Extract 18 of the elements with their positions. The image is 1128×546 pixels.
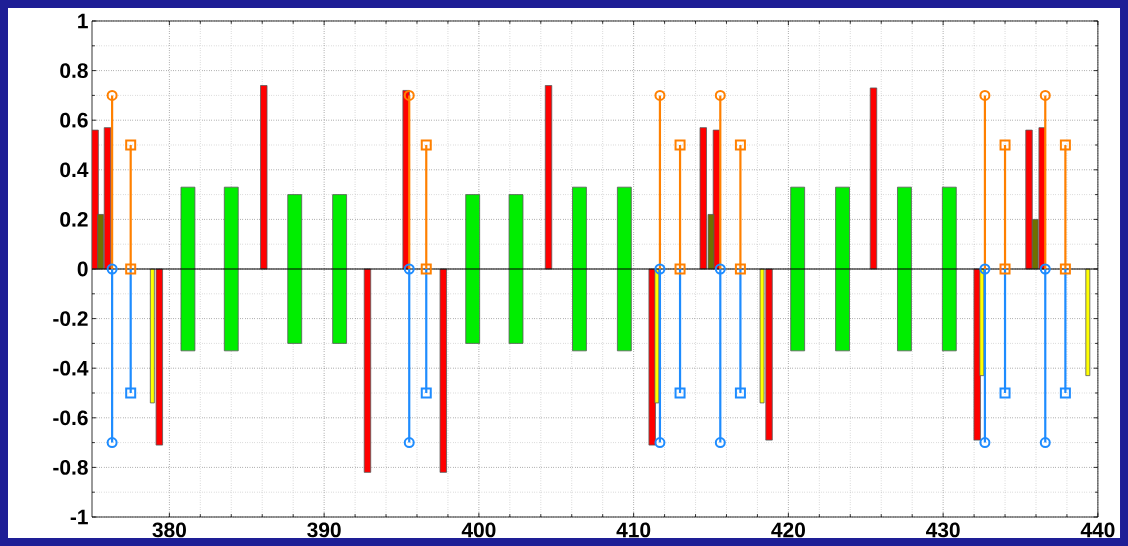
y-tick-label: 0.8 — [60, 63, 88, 78]
y-tick-label: 0 — [77, 261, 88, 277]
y-tick-label: -0.8 — [53, 459, 88, 475]
x-tick-label: 410 — [616, 522, 651, 538]
y-tick-label: 0.2 — [60, 211, 88, 227]
x-tick-label: 440 — [1080, 522, 1115, 538]
x-tick-label: 420 — [771, 522, 805, 538]
y-tick-label: 1 — [78, 13, 88, 29]
x-tick-label: 380 — [152, 522, 186, 538]
x-tick-label: 430 — [925, 522, 960, 538]
y-tick-label: 0.6 — [60, 112, 88, 128]
y-tick-label: -0.6 — [53, 410, 88, 426]
x-tick-label: 400 — [461, 522, 496, 538]
y-tick-label: -0.2 — [53, 311, 88, 326]
y-tick-label: -1 — [70, 509, 88, 525]
y-tick-label: 0.4 — [60, 162, 89, 178]
x-tick-label: 390 — [307, 522, 341, 538]
y-tick-label: -0.4 — [53, 360, 89, 376]
